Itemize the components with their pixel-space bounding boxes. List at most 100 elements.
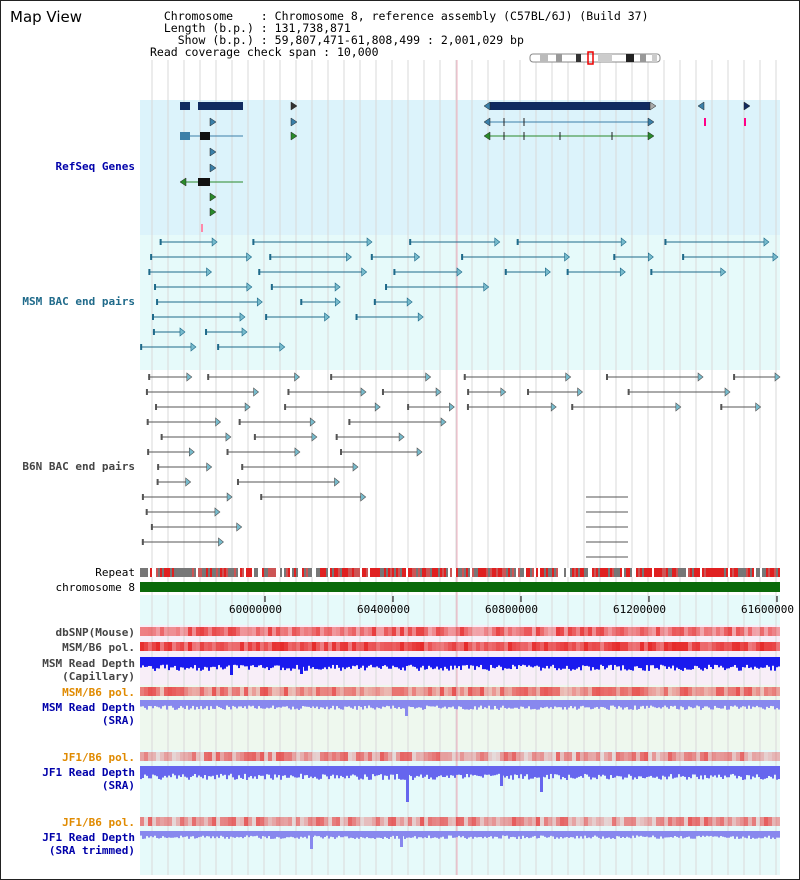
heat-cell — [496, 627, 500, 636]
heat-cell — [308, 642, 312, 651]
depth-bar — [500, 657, 502, 667]
heat-cell — [460, 817, 464, 826]
heat-cell — [396, 687, 400, 696]
depth-bar — [294, 700, 296, 710]
repeat-track — [140, 568, 780, 577]
depth-bar — [658, 700, 660, 708]
track-label-jf1-depth-sra[interactable]: JF1 Read Depth — [42, 766, 135, 779]
track-label-msm-b6-pol-2[interactable]: MSM/B6 pol. — [62, 686, 135, 699]
heat-cell — [440, 817, 444, 826]
track-label-refseq-genes[interactable]: RefSeq Genes — [55, 160, 135, 173]
depth-bar — [338, 766, 340, 779]
heat-cell — [340, 752, 344, 761]
depth-bar — [206, 766, 208, 780]
track-label-repeat[interactable]: Repeat — [95, 566, 135, 579]
depth-bar — [696, 657, 698, 667]
repeat-element — [530, 568, 532, 577]
repeat-element — [210, 568, 212, 577]
repeat-element — [762, 568, 764, 577]
heat-cell — [380, 752, 384, 761]
depth-bar — [712, 766, 714, 777]
depth-bar — [482, 657, 484, 670]
depth-bar — [538, 700, 540, 710]
track-label-jf1-b6-pol-2[interactable]: JF1/B6 pol. — [62, 816, 135, 829]
depth-bar — [276, 766, 278, 778]
depth-bar — [306, 700, 308, 707]
depth-bar — [678, 657, 680, 670]
track-label-dbsnp[interactable]: dbSNP(Mouse) — [55, 626, 135, 639]
depth-bar — [438, 831, 440, 839]
depth-bar — [280, 766, 282, 780]
depth-bar — [438, 766, 440, 777]
depth-bar — [590, 831, 592, 839]
depth-bar — [460, 700, 462, 707]
chromosome-ideogram — [529, 51, 661, 65]
depth-bar — [292, 831, 294, 838]
repeat-element — [178, 568, 180, 577]
depth-bar — [368, 657, 370, 666]
repeat-element — [684, 568, 686, 577]
heat-cell — [428, 642, 432, 651]
depth-bar — [186, 657, 188, 668]
track-label-msm-b6-pol[interactable]: MSM/B6 pol. — [62, 641, 135, 654]
repeat-element — [180, 568, 182, 577]
repeat-element — [300, 568, 302, 577]
depth-bar — [606, 831, 608, 838]
depth-bar — [672, 831, 674, 838]
repeat-element — [318, 568, 320, 577]
heat-cell — [424, 627, 428, 636]
heat-cell — [660, 817, 664, 826]
track-label-jf1-b6-pol[interactable]: JF1/B6 pol. — [62, 751, 135, 764]
depth-bar — [522, 766, 524, 779]
track-label-chromosome[interactable]: chromosome 8 — [55, 581, 135, 594]
heat-cell — [564, 817, 568, 826]
msm-pair-end — [370, 254, 373, 260]
depth-bar — [414, 700, 416, 709]
depth-bar — [604, 831, 606, 839]
track-label-b6n-bac[interactable]: B6N BAC end pairs — [22, 460, 135, 473]
depth-bar — [600, 831, 602, 839]
depth-bar — [680, 657, 682, 670]
depth-bar — [608, 700, 610, 710]
depth-bar — [566, 766, 568, 780]
repeat-element — [466, 568, 468, 577]
depth-bar — [490, 766, 492, 776]
depth-bar — [302, 766, 304, 780]
repeat-element — [460, 568, 462, 577]
heat-cell — [448, 752, 452, 761]
track-label-msm-bac[interactable]: MSM BAC end pairs — [22, 295, 135, 308]
repeat-element — [642, 568, 644, 577]
depth-bar — [192, 700, 194, 706]
heat-cell — [444, 817, 448, 826]
depth-bar — [312, 700, 314, 707]
depth-bar — [222, 700, 224, 710]
depth-bar — [332, 766, 334, 775]
repeat-element — [440, 568, 442, 577]
depth-bar — [526, 831, 528, 837]
repeat-element — [156, 568, 158, 577]
heat-cell — [232, 687, 236, 696]
depth-bar — [694, 657, 696, 666]
heat-cell — [592, 687, 596, 696]
depth-bar — [678, 766, 680, 775]
heat-cell — [184, 752, 188, 761]
repeat-element — [226, 568, 228, 577]
depth-bar — [462, 831, 464, 837]
depth-bar — [202, 657, 204, 670]
depth-bar — [528, 700, 530, 707]
depth-bar — [688, 831, 690, 837]
depth-bar — [536, 657, 538, 666]
track-label-msm-depth-sra[interactable]: MSM Read Depth — [42, 701, 135, 714]
track-label-msm-depth-capillary[interactable]: MSM Read Depth — [42, 657, 135, 670]
track-label-jf1-depth-trimmed[interactable]: JF1 Read Depth — [42, 831, 135, 844]
repeat-element — [240, 568, 242, 577]
depth-bar — [228, 700, 230, 707]
heat-cell — [412, 752, 416, 761]
depth-bar — [462, 657, 464, 666]
heat-cell — [628, 687, 632, 696]
depth-bar — [690, 766, 692, 779]
depth-bar — [352, 700, 354, 709]
depth-bar — [746, 766, 748, 776]
depth-bar — [504, 657, 506, 669]
